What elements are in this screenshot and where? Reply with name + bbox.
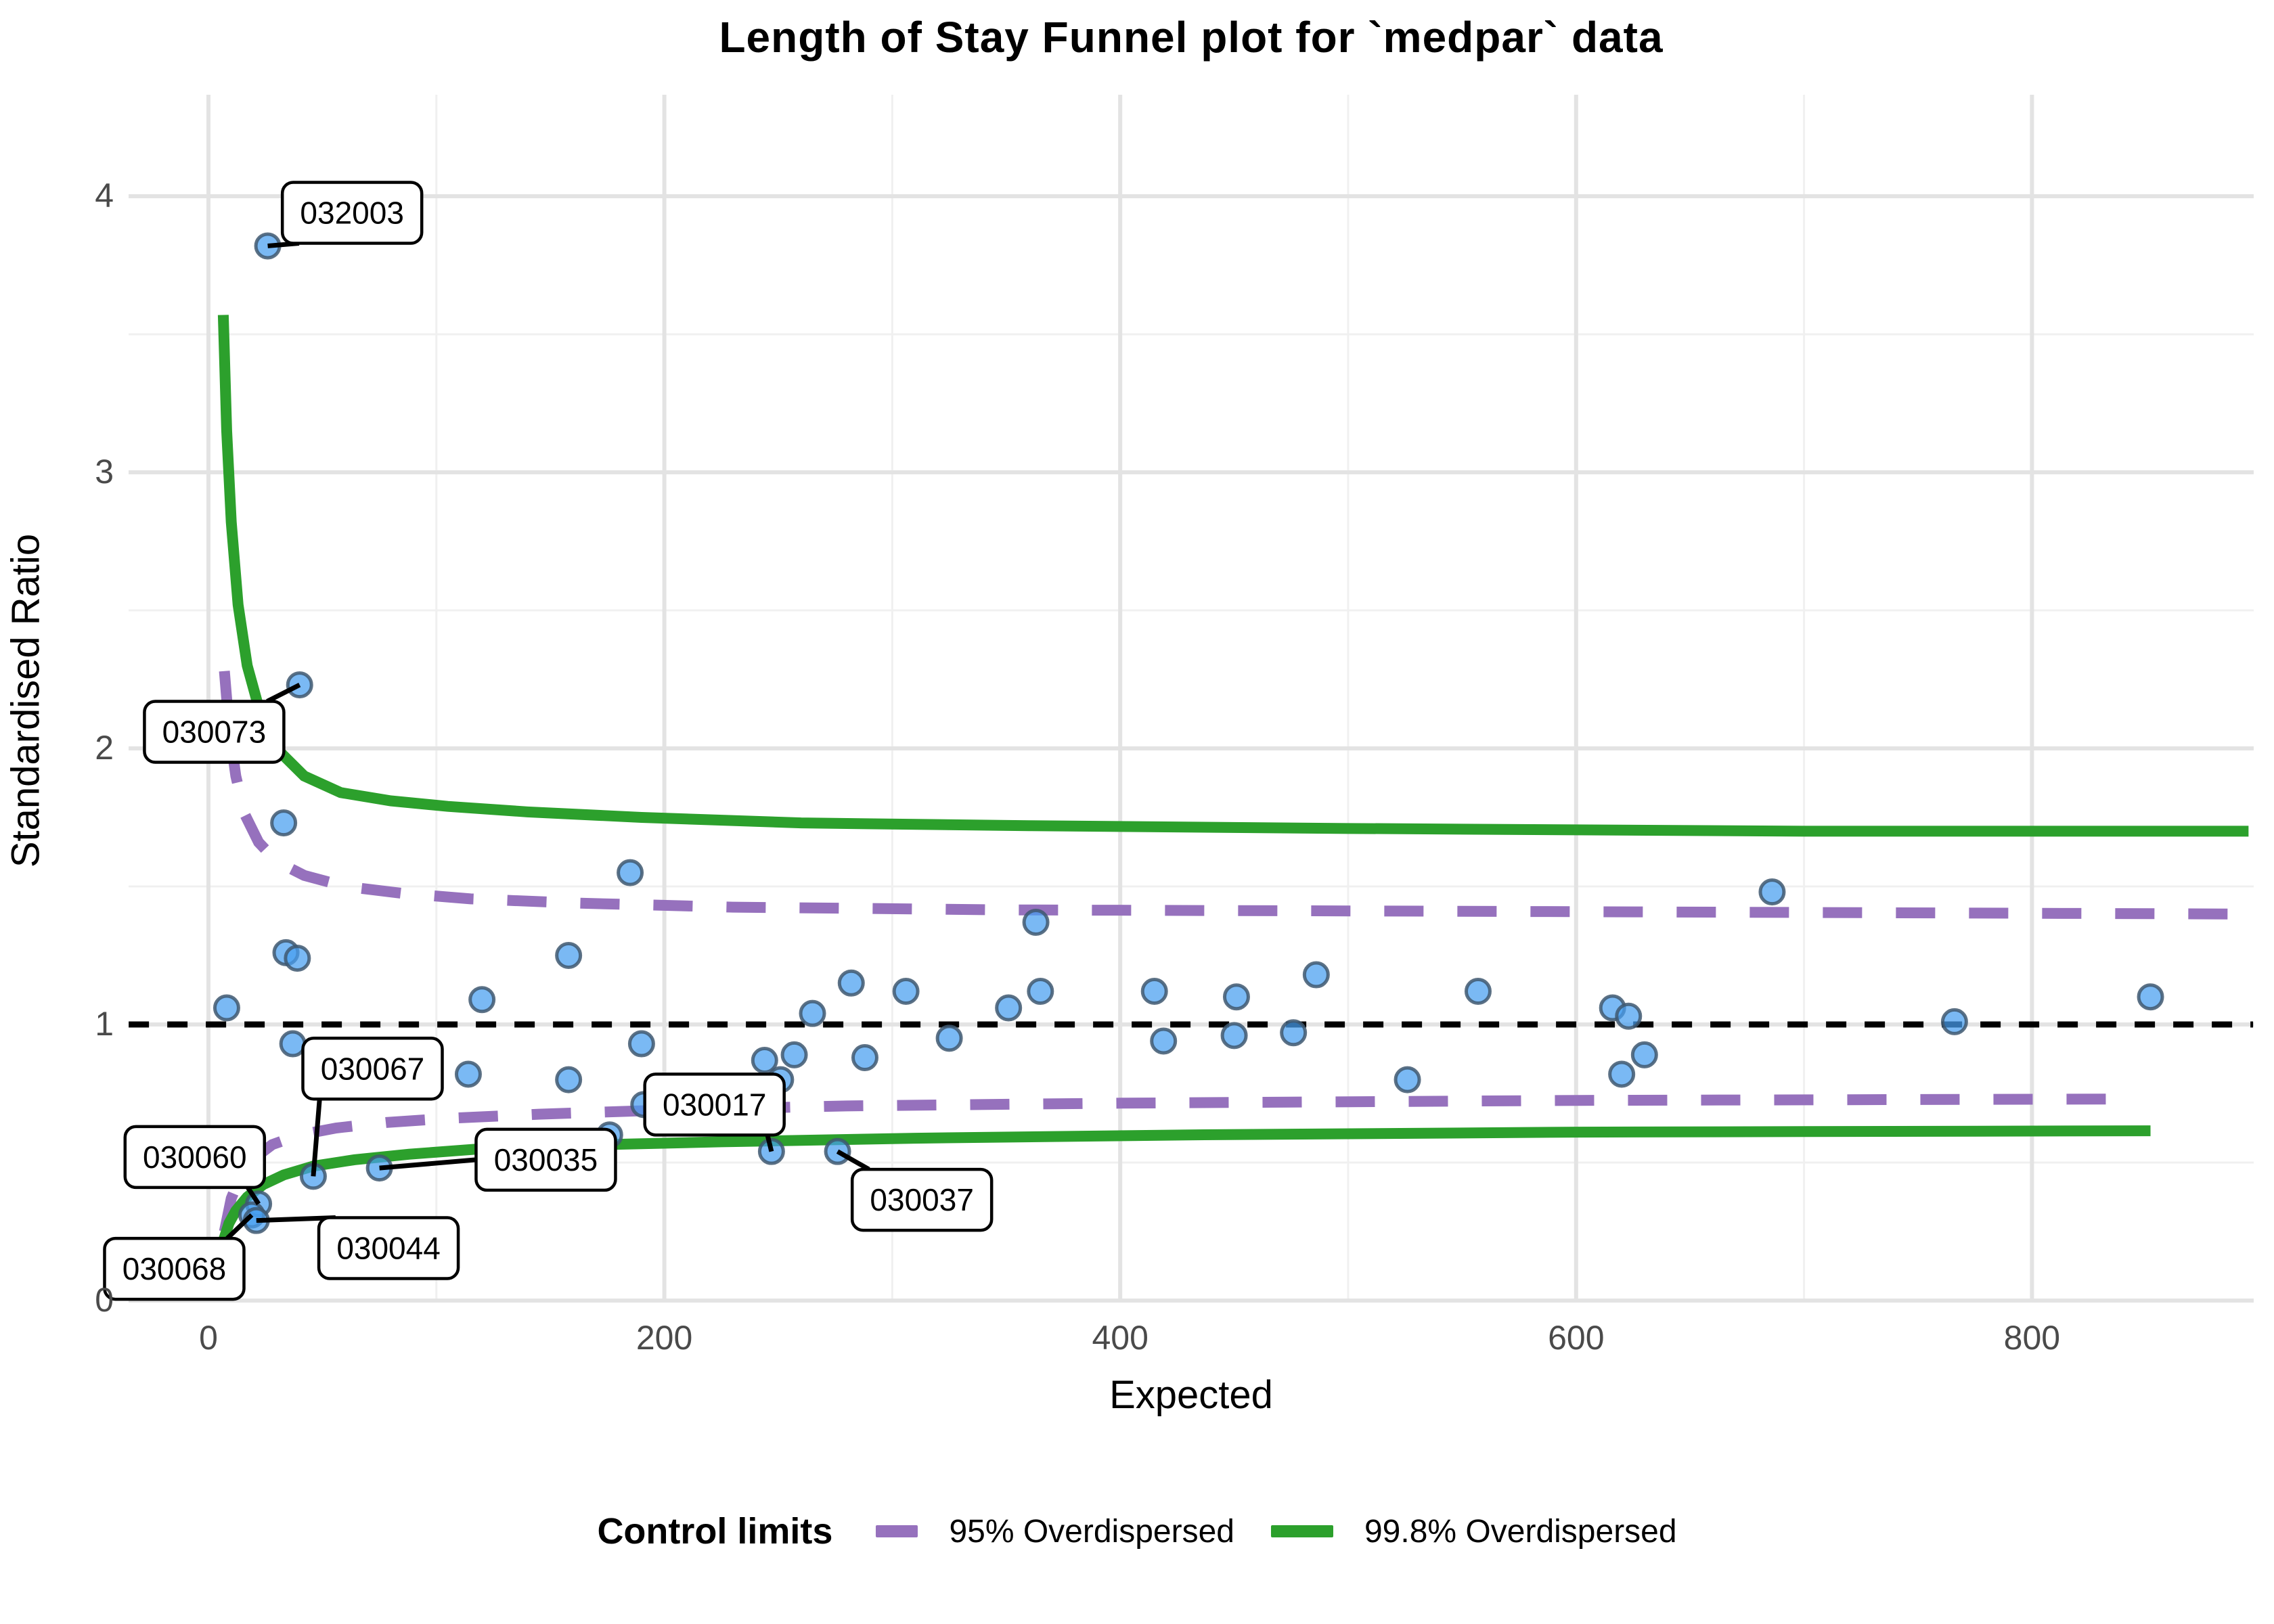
data-point bbox=[468, 986, 496, 1014]
y-tick-label: 4 bbox=[95, 177, 114, 215]
annotation-label: 030017 bbox=[663, 1087, 767, 1122]
legend-entry-label: 99.8% Overdispersed bbox=[1364, 1513, 1677, 1550]
data-point bbox=[555, 1066, 583, 1093]
annotation-connector bbox=[266, 683, 301, 704]
y-tick-label: 3 bbox=[95, 453, 114, 491]
data-point bbox=[1302, 961, 1330, 989]
annotation-label: 030067 bbox=[321, 1051, 425, 1086]
annotation-connector bbox=[836, 1149, 870, 1172]
data-point bbox=[851, 1043, 878, 1071]
annotation-box bbox=[143, 700, 286, 764]
data-point bbox=[1940, 1008, 1968, 1035]
annotation-connector bbox=[246, 1186, 261, 1206]
annotation-connector bbox=[256, 1215, 336, 1223]
data-point bbox=[454, 1060, 482, 1088]
data-point bbox=[780, 1041, 808, 1068]
x-axis-title: Expected bbox=[1109, 1373, 1273, 1417]
data-point bbox=[1150, 1027, 1178, 1055]
annotation-connector bbox=[765, 1134, 774, 1152]
annotation-box bbox=[280, 181, 424, 245]
data-point bbox=[286, 671, 313, 699]
annotation-connector bbox=[225, 1213, 254, 1240]
data-point bbox=[837, 969, 865, 997]
limit-998-upper-curve bbox=[217, 315, 2249, 837]
annotation-label: 030044 bbox=[336, 1230, 441, 1265]
annotation-connector bbox=[311, 1098, 322, 1177]
legend-entry: 95% Overdispersed bbox=[876, 1513, 1234, 1550]
data-point bbox=[799, 999, 826, 1027]
y-tick-label: 0 bbox=[95, 1281, 114, 1319]
limit-95-upper-curve bbox=[219, 671, 2249, 920]
legend-key-998-solid-icon bbox=[1270, 1525, 1333, 1537]
legend-title: Control limits bbox=[597, 1511, 833, 1552]
data-point bbox=[617, 859, 644, 886]
legend-entry-label: 95% Overdispersed bbox=[949, 1513, 1234, 1550]
annotation-box bbox=[301, 1037, 444, 1101]
chart-title: Length of Stay Funnel plot for `medpar` … bbox=[719, 13, 1664, 62]
data-point bbox=[1280, 1019, 1308, 1047]
data-point bbox=[935, 1024, 963, 1052]
annotation-box bbox=[123, 1125, 267, 1190]
annotation-box bbox=[317, 1216, 460, 1280]
data-point bbox=[1222, 983, 1250, 1011]
annotation-label: 030037 bbox=[870, 1182, 974, 1217]
data-point bbox=[1608, 1060, 1636, 1088]
annotation-box bbox=[103, 1236, 246, 1301]
annotation-label: 030035 bbox=[494, 1142, 598, 1177]
annotation-box bbox=[643, 1073, 786, 1137]
data-point bbox=[1758, 878, 1786, 906]
data-point bbox=[1022, 909, 1050, 937]
data-point bbox=[627, 1030, 655, 1058]
data-point bbox=[2137, 983, 2164, 1011]
x-tick-label: 600 bbox=[1548, 1319, 1605, 1357]
data-point bbox=[279, 1030, 307, 1058]
data-point bbox=[1464, 978, 1492, 1006]
annotation-box bbox=[474, 1127, 617, 1192]
data-point bbox=[270, 809, 298, 837]
legend-key-95-dashed-icon bbox=[876, 1525, 918, 1537]
x-tick-label: 400 bbox=[1092, 1319, 1149, 1357]
data-point bbox=[1615, 1002, 1643, 1030]
x-tick-label: 0 bbox=[199, 1319, 218, 1357]
data-point bbox=[1630, 1041, 1658, 1068]
data-point bbox=[213, 994, 240, 1022]
y-tick-label: 1 bbox=[95, 1005, 114, 1043]
data-point bbox=[1220, 1022, 1248, 1050]
annotation-label: 032003 bbox=[300, 195, 403, 230]
data-point bbox=[892, 978, 920, 1006]
x-tick-label: 200 bbox=[636, 1319, 693, 1357]
limit-95-lower-curve bbox=[219, 1093, 2131, 1233]
y-tick-label: 2 bbox=[95, 729, 114, 767]
x-tick-label: 800 bbox=[2003, 1319, 2061, 1357]
annotation-box bbox=[850, 1167, 994, 1232]
annotation-label: 030068 bbox=[122, 1251, 226, 1286]
data-point bbox=[284, 945, 311, 972]
plot-panel: 032003 030073 030067 030060 030068 030044 0300… bbox=[103, 95, 2254, 1303]
data-point bbox=[751, 1047, 778, 1075]
annotation-label: 030073 bbox=[162, 715, 267, 750]
annotation-connector bbox=[379, 1157, 476, 1171]
data-point bbox=[1027, 978, 1054, 1006]
annotation-label: 030060 bbox=[143, 1140, 246, 1175]
funnel-plot-canvas: 032003 030073 030067 030060 030068 030044 0300… bbox=[103, 95, 2254, 1303]
legend: Control limits 95% Overdispersed 99.8% Ov… bbox=[0, 1510, 2274, 1552]
legend-entry: 99.8% Overdispersed bbox=[1270, 1513, 1677, 1550]
data-point bbox=[555, 942, 583, 969]
data-point bbox=[1140, 978, 1168, 1006]
data-point bbox=[995, 994, 1023, 1022]
data-point bbox=[1394, 1066, 1421, 1093]
